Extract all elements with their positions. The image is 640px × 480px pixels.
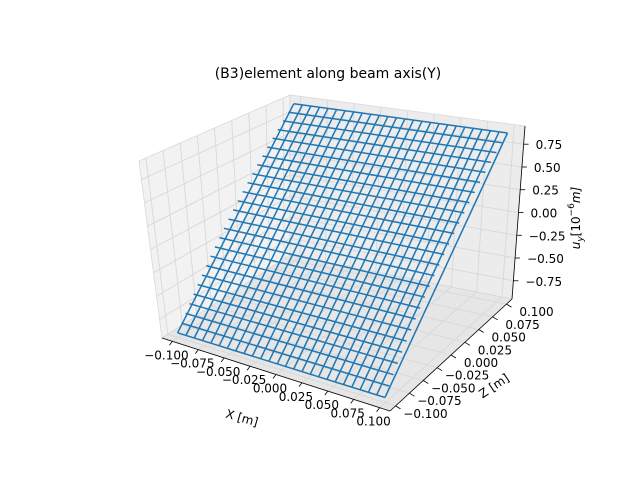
z-tick-label: 0.00	[531, 207, 558, 221]
z-axis-label-rest: [10	[569, 216, 583, 236]
z-axis-label-sub: y	[576, 236, 586, 243]
left-grid-z	[150, 174, 291, 250]
wire-line-y	[181, 322, 390, 387]
y-tick-mark	[492, 316, 498, 321]
x-tick-mark	[169, 341, 173, 346]
x-tick-label: 0.100	[356, 415, 390, 429]
z-tick-label: −0.25	[529, 229, 566, 243]
wire-line-y	[219, 236, 430, 288]
left-grid-z	[144, 132, 291, 204]
x-axis-label: X [m]	[224, 407, 260, 430]
wire-line-y	[201, 274, 412, 331]
y-tick-label: −0.050	[431, 382, 475, 396]
floor-grid-y	[284, 258, 507, 305]
floor-grid-y	[167, 333, 396, 407]
x-tick-label: 0.025	[279, 390, 313, 404]
y-tick-mark	[409, 392, 415, 397]
wire-line-y	[277, 128, 492, 164]
x-tick-mark	[324, 390, 329, 396]
wire-line-x	[384, 132, 509, 398]
back-grid-z	[289, 153, 521, 191]
y-tick-mark	[395, 405, 401, 410]
y-tick-label: −0.025	[445, 369, 489, 383]
back-grid-z	[289, 216, 516, 259]
wire-line-y	[262, 155, 475, 194]
wire-line-y	[214, 246, 426, 298]
x-tick-label: −0.050	[196, 365, 240, 379]
wire-line-y	[206, 264, 416, 320]
y-tick-label: 0.050	[492, 331, 526, 345]
z-tick-label: −0.75	[525, 275, 562, 289]
x-tick-mark	[298, 382, 303, 388]
left-grid-z	[141, 111, 291, 181]
x-tick-mark	[272, 374, 277, 379]
wire-line-y	[197, 283, 407, 342]
y-tick-mark	[436, 367, 443, 372]
wire-line-y	[232, 209, 445, 256]
y-tick-mark	[464, 341, 471, 346]
floor-grid-y	[254, 277, 479, 330]
z-tick-label: 0.75	[536, 138, 563, 152]
floor-grid-y	[225, 296, 452, 356]
y-tick-mark	[450, 354, 457, 359]
y-tick-label: −0.075	[417, 394, 461, 408]
floor-grid-y	[269, 267, 493, 318]
wire-line-y	[247, 181, 460, 224]
z-tick-label: 0.25	[532, 184, 559, 198]
wire-line-y	[228, 218, 440, 266]
y-tick-label: 0.100	[519, 305, 553, 319]
chart-title: (B3)element along beam axis(Y)	[215, 66, 442, 82]
z-axis-label-main: u	[569, 241, 583, 249]
wire-line-y	[293, 102, 508, 134]
floor-grid-y	[196, 314, 424, 381]
x-tick-label: 0.075	[331, 406, 365, 420]
wire-line-y	[237, 200, 450, 245]
z-axis-label: uy[10−6m]	[567, 186, 586, 249]
x-tick-label: 0.000	[253, 382, 287, 396]
wire-line-y	[223, 227, 435, 277]
y-tick-mark	[423, 380, 429, 384]
wire-line-y	[282, 120, 497, 154]
wire-line-y	[267, 146, 481, 184]
y-tick-label: −0.100	[403, 407, 447, 421]
z-tick-label: −0.50	[527, 252, 564, 266]
z-tick-label: 0.50	[534, 161, 561, 175]
floor-grid-y	[211, 305, 438, 369]
y-tick-mark	[478, 329, 484, 333]
wire-line-y	[242, 190, 455, 235]
back-grid-z	[289, 111, 524, 145]
axis-ticks: −0.100−0.075−0.050−0.0250.0000.0250.0500…	[144, 138, 565, 429]
wire-line-y	[177, 332, 386, 399]
wire-line-y	[185, 312, 394, 376]
x-tick-label: −0.100	[144, 348, 188, 362]
y-tick-label: 0.025	[478, 343, 512, 357]
wire-line-y	[272, 137, 486, 174]
x-tick-mark	[246, 365, 251, 371]
wire-line-y	[193, 293, 403, 353]
y-tick-mark	[506, 303, 512, 308]
x-tick-label: −0.025	[222, 373, 266, 387]
floor-grid-y	[182, 324, 410, 394]
x-tick-mark	[350, 399, 355, 404]
z-axis-label-sup: −6	[567, 203, 577, 217]
left-grid-z	[153, 195, 291, 274]
y-tick-label: 0.000	[464, 356, 498, 370]
x-tick-mark	[376, 407, 380, 412]
x-tick-mark	[194, 349, 199, 354]
z-axis-label-end: m]	[569, 186, 583, 203]
y-tick-label: 0.075	[505, 318, 539, 332]
wire-line-y	[252, 173, 465, 214]
wire-line-y	[257, 164, 470, 204]
wire-line-y	[189, 302, 399, 365]
wire-line-y	[288, 111, 503, 144]
wireframe-surface	[176, 102, 509, 399]
wire-line-y	[210, 255, 421, 309]
x-tick-label: 0.050	[305, 398, 339, 412]
x-tick-mark	[220, 357, 225, 363]
x-tick-label: −0.075	[170, 357, 214, 371]
